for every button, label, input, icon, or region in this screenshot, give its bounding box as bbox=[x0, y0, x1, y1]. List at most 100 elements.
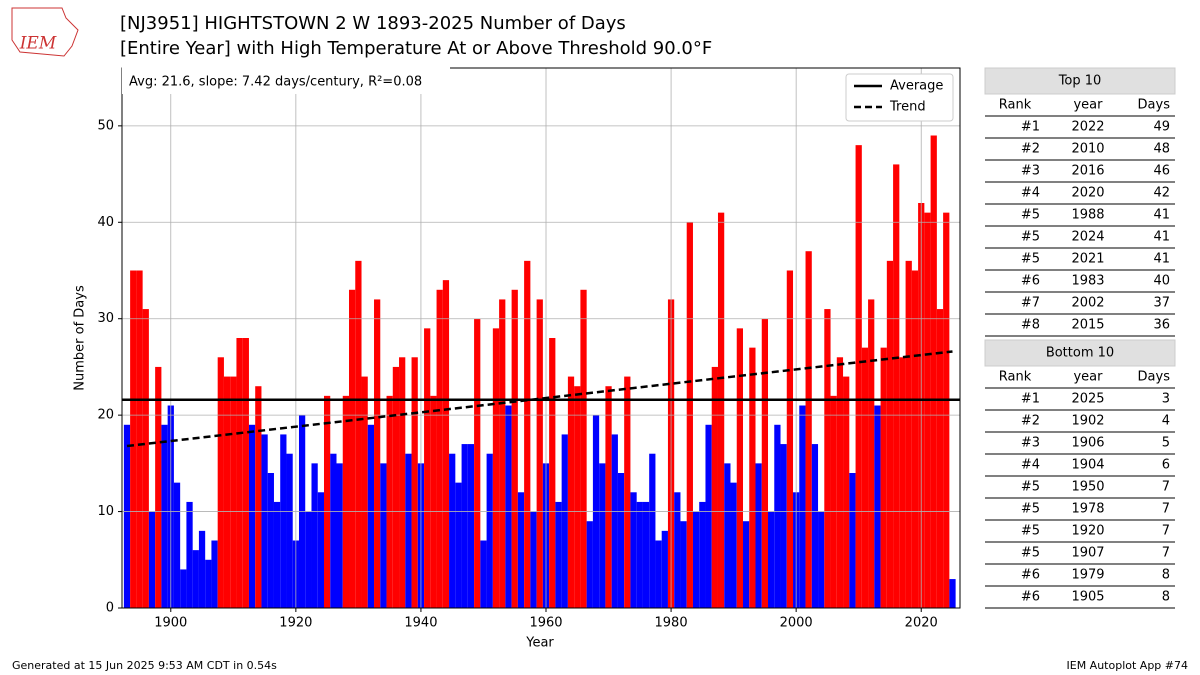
bar bbox=[586, 521, 593, 608]
bar bbox=[524, 260, 531, 608]
table-cell: #5 bbox=[1021, 252, 1040, 267]
bar bbox=[223, 376, 231, 608]
bar bbox=[305, 511, 312, 608]
bar bbox=[874, 405, 881, 608]
table-title: Bottom 10 bbox=[1046, 346, 1114, 361]
logo-shape bbox=[11, 7, 79, 57]
bar bbox=[699, 501, 706, 608]
chart-subtitle: [Entire Year] with High Temperature At o… bbox=[120, 38, 712, 59]
bar bbox=[824, 309, 831, 608]
table-cell: #1 bbox=[1021, 392, 1040, 407]
bar bbox=[173, 482, 181, 608]
table-cell: #2 bbox=[1021, 142, 1040, 157]
bar bbox=[211, 540, 218, 608]
bar bbox=[786, 270, 794, 608]
table-cell: 7 bbox=[1162, 524, 1170, 539]
bar bbox=[930, 135, 937, 608]
bar bbox=[405, 453, 412, 608]
table-cell: 1988 bbox=[1071, 208, 1104, 223]
y-tick-label: 10 bbox=[97, 504, 114, 519]
table-cell: #2 bbox=[1021, 414, 1040, 429]
y-axis-label: Number of Days bbox=[73, 285, 88, 391]
table-cell: 2022 bbox=[1071, 120, 1104, 135]
bar bbox=[911, 270, 919, 608]
x-tick-label: 1960 bbox=[529, 616, 562, 631]
table-header bbox=[984, 339, 1176, 367]
bar bbox=[342, 395, 350, 608]
x-tick-label: 1900 bbox=[154, 616, 187, 631]
plot-frame bbox=[121, 67, 961, 609]
legend-label: Trend bbox=[889, 100, 926, 115]
bar bbox=[605, 386, 612, 608]
bar bbox=[730, 482, 737, 608]
bar bbox=[380, 463, 387, 608]
table-cell: 49 bbox=[1153, 120, 1170, 135]
bar bbox=[255, 386, 262, 608]
logo: IEM bbox=[11, 7, 79, 57]
x-axis-label: Year bbox=[525, 636, 554, 651]
table-cell: #4 bbox=[1021, 186, 1040, 201]
table-cell: 2016 bbox=[1071, 164, 1104, 179]
x-tick-label: 2000 bbox=[780, 616, 813, 631]
bar bbox=[717, 212, 725, 608]
chart-title: [NJ3951] HIGHTSTOWN 2 W 1893-2025 Number… bbox=[120, 13, 626, 34]
bar bbox=[336, 463, 343, 608]
bar bbox=[574, 386, 581, 608]
bar bbox=[880, 347, 887, 608]
table-cell: #6 bbox=[1021, 568, 1040, 583]
table-cell: 36 bbox=[1153, 318, 1170, 333]
bar bbox=[836, 357, 844, 608]
table-cell: 1902 bbox=[1071, 414, 1104, 429]
column-header: Days bbox=[1138, 370, 1171, 385]
table-cell: 2021 bbox=[1071, 252, 1104, 267]
bar bbox=[736, 328, 743, 608]
bar bbox=[555, 501, 562, 608]
bar bbox=[899, 357, 906, 608]
bar bbox=[442, 280, 450, 608]
table-cell: 48 bbox=[1153, 142, 1170, 157]
table-cell: 7 bbox=[1162, 502, 1170, 517]
x-tick-label: 1980 bbox=[655, 616, 688, 631]
column-header: Rank bbox=[999, 98, 1032, 113]
bar bbox=[474, 318, 481, 608]
bar bbox=[630, 492, 637, 608]
column-header: Rank bbox=[999, 370, 1032, 385]
bar bbox=[886, 260, 894, 608]
bar bbox=[311, 463, 318, 608]
bar bbox=[467, 444, 475, 608]
bar bbox=[330, 453, 337, 608]
bar bbox=[849, 473, 856, 608]
table-cell: 1983 bbox=[1071, 274, 1104, 289]
logo-text: IEM bbox=[19, 34, 57, 54]
bar bbox=[567, 376, 575, 608]
bar bbox=[236, 338, 243, 608]
footer-left: Generated at 15 Jun 2025 9:53 AM CDT in … bbox=[12, 659, 277, 672]
annotation: Avg: 21.6, slope: 7.42 days/century, R²=… bbox=[129, 75, 422, 90]
bar bbox=[273, 501, 281, 608]
y-tick-label: 30 bbox=[97, 311, 114, 326]
bar bbox=[449, 453, 456, 608]
bar bbox=[349, 289, 356, 608]
bar bbox=[411, 357, 418, 608]
table-cell: #5 bbox=[1021, 208, 1040, 223]
bar bbox=[136, 270, 143, 608]
bar bbox=[830, 395, 837, 608]
bar bbox=[461, 444, 468, 608]
bar bbox=[186, 501, 193, 608]
bar bbox=[692, 511, 700, 608]
table-cell: #8 bbox=[1021, 318, 1040, 333]
x-tick-label: 1920 bbox=[279, 616, 312, 631]
bar bbox=[436, 289, 443, 608]
bar bbox=[799, 405, 806, 608]
bar bbox=[386, 395, 393, 608]
bar bbox=[148, 511, 156, 608]
x-tick-label: 1940 bbox=[404, 616, 437, 631]
bar bbox=[455, 482, 462, 608]
bar bbox=[774, 424, 781, 608]
bar bbox=[674, 492, 681, 608]
bar bbox=[367, 424, 375, 608]
table-cell: 5 bbox=[1162, 436, 1170, 451]
bar bbox=[511, 289, 518, 608]
bar bbox=[155, 366, 162, 608]
y-tick-label: 50 bbox=[97, 118, 114, 133]
